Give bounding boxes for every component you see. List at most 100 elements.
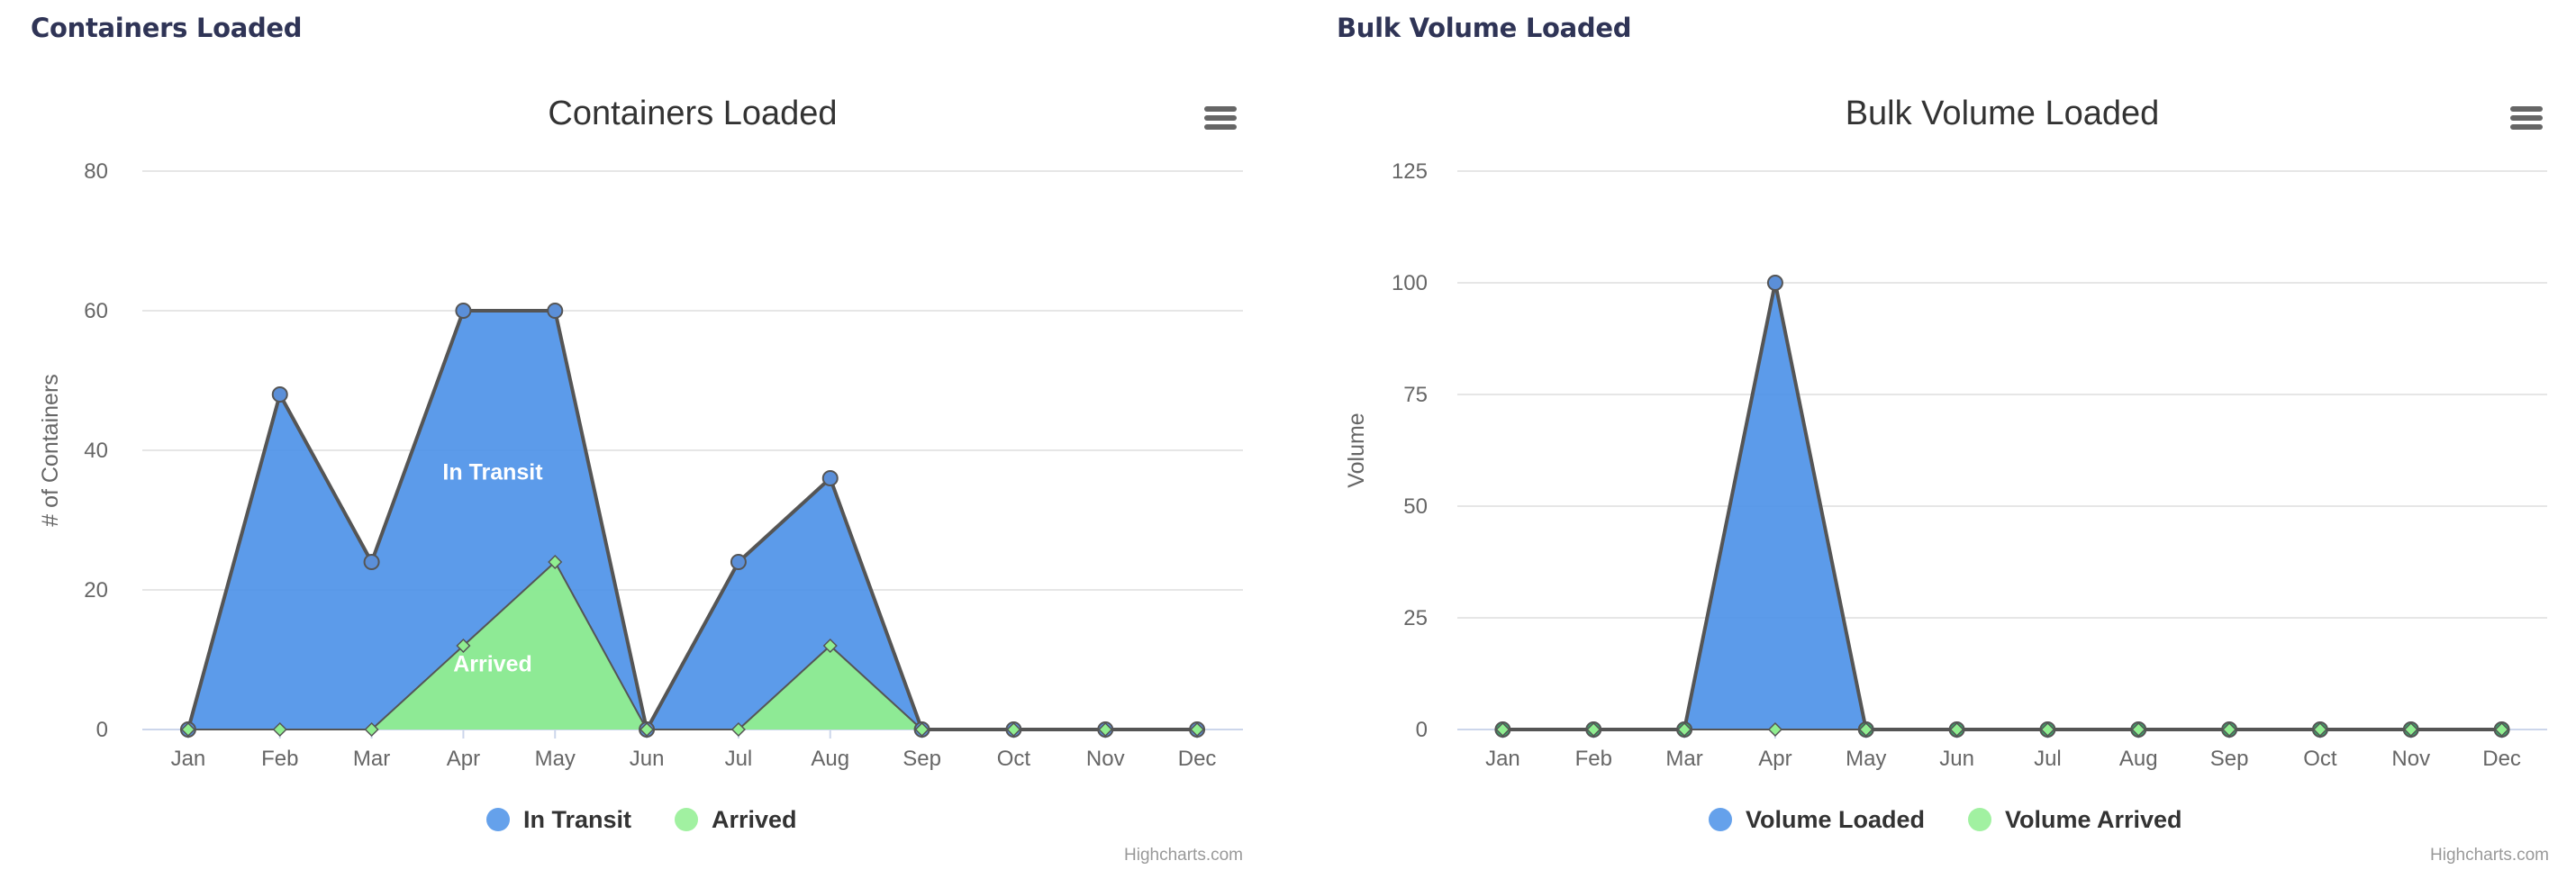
chart-title: Containers Loaded <box>548 95 837 132</box>
panel-title: Bulk Volume Loaded <box>1337 13 1632 43</box>
x-tick-label: Jan <box>171 747 206 771</box>
data-point <box>822 638 838 654</box>
x-tick-label: Jan <box>1485 747 1520 771</box>
data-point <box>1190 721 1205 738</box>
x-tick-label: Sep <box>903 747 941 771</box>
legend-label: Volume Loaded <box>1746 806 1925 833</box>
x-tick-label: Jun <box>1939 747 1974 771</box>
data-point <box>272 721 287 738</box>
data-point <box>1949 721 1964 738</box>
legend-item[interactable]: Volume Arrived <box>1968 806 2182 833</box>
data-point <box>1006 721 1021 738</box>
data-point <box>2131 721 2146 738</box>
x-tick-label: May <box>1846 747 1886 771</box>
x-tick-label: Aug <box>811 747 849 771</box>
data-point <box>455 303 472 319</box>
data-point <box>1495 721 1510 738</box>
x-tick-label: Apr <box>1758 747 1791 771</box>
legend-symbol <box>675 808 698 831</box>
data-point <box>456 638 471 654</box>
series-area <box>187 311 1198 729</box>
data-point <box>1858 721 1873 738</box>
data-point <box>548 554 563 570</box>
data-point <box>1098 721 1113 738</box>
data-point <box>821 470 839 486</box>
data-point <box>364 721 379 738</box>
y-tick-label: 100 <box>1392 271 1428 295</box>
y-axis-title: Volume <box>1344 412 1369 487</box>
x-tick-label: Jun <box>630 747 665 771</box>
x-tick-label: Feb <box>1575 747 1612 771</box>
y-tick-label: 40 <box>84 439 108 463</box>
x-tick-label: Dec <box>2482 747 2521 771</box>
legend-item[interactable]: Arrived <box>675 806 797 833</box>
x-tick-label: Oct <box>997 747 1031 771</box>
series-annotation: In Transit <box>442 459 543 485</box>
legend-item[interactable]: In Transit <box>486 806 631 833</box>
legend-item[interactable]: Volume Loaded <box>1709 806 1925 833</box>
y-tick-label: 0 <box>1416 718 1428 742</box>
menu-icon[interactable] <box>2510 106 2543 130</box>
data-point <box>2222 721 2237 738</box>
data-point <box>2494 721 2509 738</box>
series-area <box>187 562 1198 729</box>
data-point <box>2403 721 2418 738</box>
series-annotation: Arrived <box>453 651 532 676</box>
x-tick-label: Nov <box>2391 747 2430 771</box>
x-tick-label: May <box>535 747 576 771</box>
y-tick-label: 50 <box>1403 494 1428 519</box>
x-tick-label: Oct <box>2303 747 2337 771</box>
data-point <box>1766 275 1783 291</box>
y-tick-label: 125 <box>1392 159 1428 184</box>
x-tick-label: Sep <box>2210 747 2249 771</box>
y-tick-label: 25 <box>1403 606 1428 630</box>
data-point <box>2040 721 2055 738</box>
data-point <box>363 554 380 570</box>
menu-icon-bar <box>2510 115 2543 121</box>
menu-icon-bar <box>1204 106 1237 112</box>
y-tick-label: 60 <box>84 299 108 323</box>
x-tick-label: Aug <box>2119 747 2158 771</box>
legend-label: In Transit <box>523 806 631 833</box>
legend-label: Arrived <box>712 806 797 833</box>
x-tick-label: Jul <box>725 747 753 771</box>
credits-link[interactable]: Highcharts.com <box>2430 846 2549 865</box>
bulk-volume-panel: Bulk Volume Loaded Bulk Volume Loaded 0 25… <box>1306 0 2576 879</box>
y-tick-label: 80 <box>84 159 108 184</box>
data-point <box>1586 721 1601 738</box>
x-tick-label: Dec <box>1178 747 1217 771</box>
data-point <box>2312 721 2327 738</box>
data-point <box>730 721 746 738</box>
y-tick-label: 20 <box>84 578 108 603</box>
legend-symbol <box>1709 808 1732 831</box>
data-point <box>730 554 747 570</box>
x-tick-label: Feb <box>261 747 298 771</box>
menu-icon[interactable] <box>1204 106 1237 130</box>
data-point <box>639 721 655 738</box>
x-tick-label: Mar <box>1665 747 1702 771</box>
data-point <box>1677 721 1692 738</box>
legend-label: Volume Arrived <box>2005 806 2182 833</box>
menu-icon-bar <box>2510 106 2543 112</box>
x-tick-label: Mar <box>353 747 390 771</box>
legend-symbol <box>1968 808 1991 831</box>
chart-title: Bulk Volume Loaded <box>1846 95 2160 132</box>
panel-title: Containers Loaded <box>31 13 303 43</box>
containers-chart: Containers Loaded 0 20 40 60 80 # of Container… <box>38 95 1243 865</box>
series-area <box>1502 283 2502 729</box>
y-tick-label: 0 <box>96 718 108 742</box>
x-tick-label: Jul <box>2034 747 2062 771</box>
data-point <box>547 303 564 319</box>
x-tick-label: Nov <box>1086 747 1125 771</box>
credits-link[interactable]: Highcharts.com <box>1124 846 1243 865</box>
menu-icon-bar <box>2510 124 2543 130</box>
containers-panel: Containers Loaded Containers Loaded 0 20 40… <box>31 13 1243 865</box>
y-tick-label: 75 <box>1403 383 1428 407</box>
data-point <box>180 721 195 738</box>
series-line <box>187 561 1198 730</box>
y-axis-title: # of Containers <box>38 374 63 527</box>
menu-icon-bar <box>1204 115 1237 121</box>
x-tick-label: Apr <box>447 747 480 771</box>
legend-symbol <box>486 808 510 831</box>
bulk-volume-chart: Bulk Volume Loaded 0 25 50 75 100 125 Volume Jan… <box>1344 95 2549 865</box>
